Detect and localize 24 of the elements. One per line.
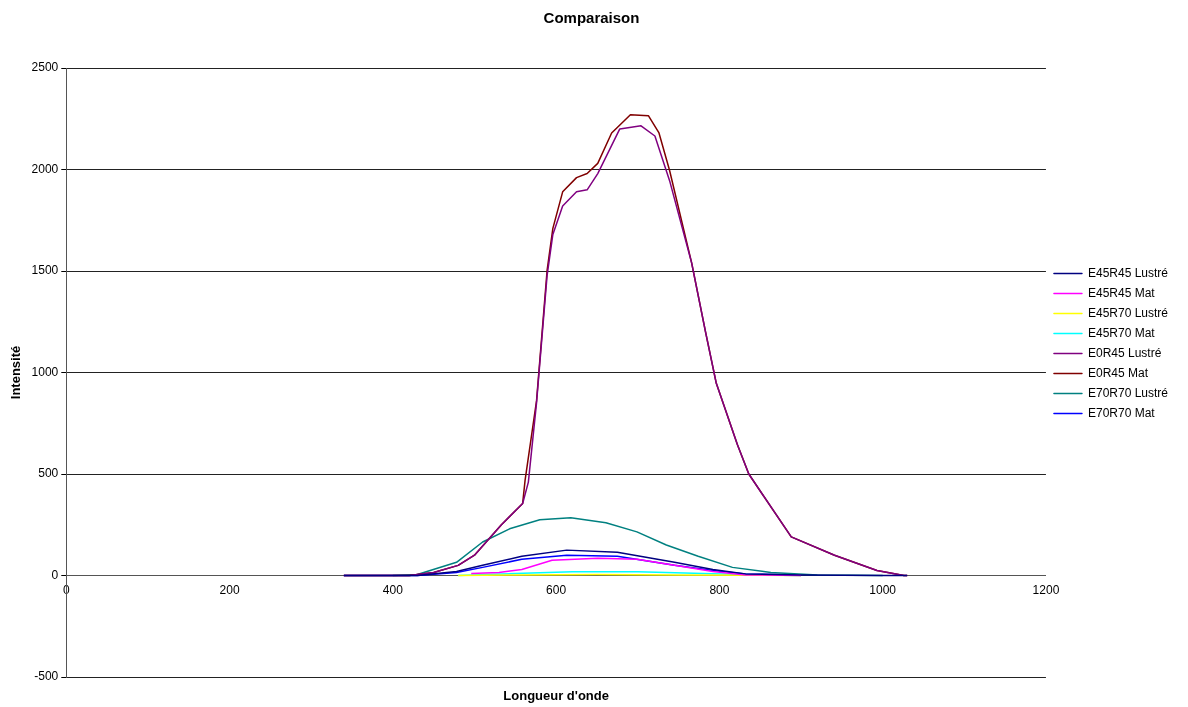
- x-tick-label: 1200: [1032, 583, 1060, 598]
- legend-label: E45R70 Mat: [1087, 325, 1156, 340]
- x-tick-label: 800: [709, 583, 730, 598]
- y-tick-label: 2500: [31, 60, 59, 75]
- legend-label: E45R45 Lustré: [1087, 265, 1169, 280]
- y-tick-label: 1500: [31, 263, 59, 278]
- legend-label: E0R45 Mat: [1087, 365, 1149, 380]
- x-tick-label: 600: [546, 583, 567, 598]
- y-axis-title: Intensité: [8, 345, 24, 400]
- y-tick-label: 500: [38, 466, 59, 481]
- x-tick-label: 1000: [869, 583, 897, 598]
- legend-label: E0R45 Lustré: [1087, 345, 1162, 360]
- y-tick-label: 0: [51, 567, 59, 582]
- chart-title: Comparaison: [543, 9, 640, 27]
- y-tick-label: 2000: [31, 161, 59, 176]
- x-axis-title: Longueur d'onde: [503, 688, 609, 704]
- legend-label: E70R70 Lustré: [1087, 385, 1169, 400]
- legend-label: E45R45 Mat: [1087, 285, 1156, 300]
- legend-label: E45R70 Lustré: [1087, 305, 1169, 320]
- x-tick-label: 400: [382, 583, 404, 598]
- x-tick-label: 200: [219, 583, 240, 598]
- legend-label: E70R70 Mat: [1087, 405, 1156, 420]
- y-tick-label: 1000: [31, 364, 59, 379]
- y-tick-label: -500: [34, 669, 59, 684]
